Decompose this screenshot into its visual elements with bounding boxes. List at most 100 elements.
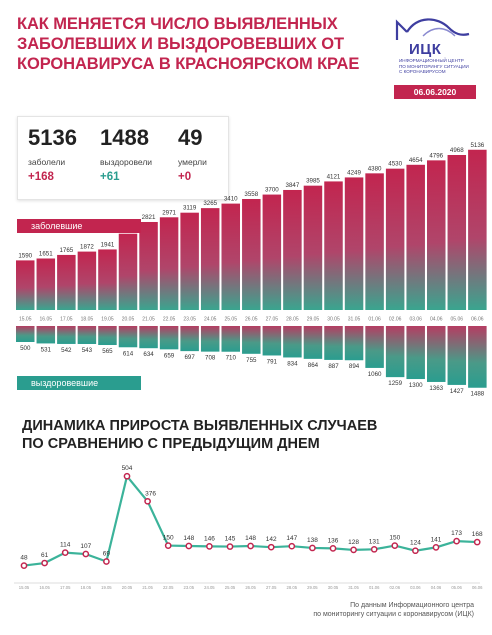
growth-value-label: 376 [145, 490, 156, 497]
date-tick-label: 31.05 [348, 317, 361, 323]
date-tick-label: 29.05 [307, 317, 320, 323]
infected-value-label: 4968 [450, 147, 464, 154]
infected-bar [262, 194, 282, 310]
recovered-value-label: 710 [226, 355, 237, 362]
recovered-value-label: 1259 [388, 380, 402, 387]
line-date-tick: 23.05 [184, 585, 195, 590]
line-chart-title-line: ПО СРАВНЕНИЮ С ПРЕДЫДУЩИМ ДНЕМ [22, 436, 320, 452]
growth-value-label: 148 [245, 535, 256, 542]
recovered-bar [242, 326, 261, 354]
date-badge: 06.06.2020 [394, 85, 476, 99]
line-date-tick: 21.05 [142, 585, 153, 590]
line-date-tick: 29.05 [307, 585, 318, 590]
growth-point [103, 558, 110, 565]
stat-value: 49 [178, 125, 203, 150]
date-tick-label: 24.05 [204, 317, 217, 323]
infected-value-label: 4654 [409, 157, 423, 164]
date-tick-label: 17.05 [60, 317, 73, 323]
growth-point [453, 537, 460, 545]
growth-value-label: 504 [122, 465, 133, 472]
recovered-value-label: 500 [20, 345, 31, 352]
infected-value-label: 5136 [470, 142, 484, 149]
growth-value-label: 142 [266, 536, 277, 543]
logo-subtitle-line: ПО МОНИТОРИНГУ СИТУАЦИИ [399, 63, 469, 69]
recovered-bar [98, 326, 117, 346]
growth-point [123, 472, 131, 480]
stat-label: выздоровели [100, 157, 153, 167]
recovered-bar [468, 326, 487, 388]
infected-value-label: 4121 [327, 173, 341, 180]
date-tick-label: 16.05 [40, 317, 53, 323]
recovered-bar [200, 326, 220, 352]
recovered-bar [57, 326, 76, 344]
recovered-bar [324, 326, 343, 360]
line-chart-title-line: ДИНАМИКА ПРИРОСТА ВЫЯВЛЕННЫХ СЛУЧАЕВ [22, 418, 378, 434]
recovered-value-label: 708 [205, 355, 216, 362]
growth-point [185, 542, 193, 550]
stat-delta: +168 [28, 171, 54, 183]
recovered-bar [406, 326, 425, 380]
infected-bar [283, 189, 302, 310]
stat-value: 5136 [28, 125, 77, 150]
title-line: КОРОНАВИРУСА В КРАСНОЯРСКОМ КРАЕ [17, 55, 360, 73]
recovered-value-label: 565 [102, 348, 113, 355]
line-date-tick: 01.06 [369, 585, 380, 590]
growth-value-label: 168 [472, 531, 483, 538]
infected-value-label: 1872 [80, 244, 94, 251]
growth-value-label: 141 [431, 536, 442, 543]
date-tick-label: 03.06 [409, 317, 422, 323]
recovered-bar [385, 326, 405, 378]
recovered-bar [221, 326, 240, 352]
growth-value-label: 107 [80, 543, 91, 550]
source-line: По данным Информационного центра [350, 602, 474, 609]
infected-value-label: 4249 [347, 169, 361, 176]
source-note: По данным Информационного центра по мони… [313, 601, 474, 619]
stat-delta: +61 [100, 171, 120, 183]
recovered-value-label: 834 [287, 360, 298, 367]
date-tick-label: 30.05 [327, 317, 340, 323]
recovered-bar [118, 326, 138, 348]
growth-point [350, 546, 357, 554]
recovered-value-label: 894 [349, 363, 360, 370]
infected-bar [139, 221, 158, 310]
infected-value-label: 4380 [368, 165, 382, 172]
infected-value-label: 1651 [39, 250, 53, 257]
recovered-bar [365, 326, 384, 368]
growth-point [61, 549, 69, 557]
line-chart: 48 15.05 61 16.05 114 17.05 107 18.05 69 19.05 504… [14, 465, 483, 590]
date-tick-label: 26.05 [245, 317, 258, 323]
date-tick-label: 05.06 [451, 317, 464, 323]
infected-bar [468, 149, 487, 310]
infected-bar [57, 254, 76, 310]
infected-bar [36, 258, 56, 310]
recovered-bar [344, 326, 364, 361]
infected-bar [344, 177, 364, 310]
recovered-bar [303, 326, 323, 359]
logo-subtitle-line: ИНФОРМАЦИОННЫЙ ЦЕНТР [399, 58, 464, 63]
recovered-value-label: 697 [184, 354, 195, 361]
recovered-value-label: 531 [41, 346, 52, 353]
growth-point [20, 562, 28, 569]
recovered-bar [77, 326, 97, 344]
date-tick-label: 19.05 [101, 317, 114, 323]
line-date-tick: 19.05 [101, 585, 112, 590]
infected-value-label: 3700 [265, 187, 279, 194]
date-tick-label: 02.06 [389, 317, 402, 323]
infected-value-label: 3119 [183, 205, 197, 212]
recovered-bar [447, 326, 467, 385]
infected-bar [159, 217, 179, 310]
stat-value: 1488 [100, 125, 149, 150]
infected-value-label: 2821 [142, 214, 156, 221]
stats-card: 5136 заболели +168 1488 выздоровели +61 … [17, 116, 229, 200]
recovered-bar [283, 326, 302, 358]
growth-value-label: 114 [60, 542, 71, 549]
growth-value-label: 136 [328, 537, 339, 544]
infected-bar [118, 233, 138, 310]
line-date-tick: 03.06 [410, 585, 421, 590]
infected-value-label: 1590 [18, 252, 32, 259]
infected-value-label: 3265 [203, 200, 217, 207]
line-date-tick: 15.05 [19, 585, 30, 590]
growth-value-label: 128 [348, 539, 359, 546]
